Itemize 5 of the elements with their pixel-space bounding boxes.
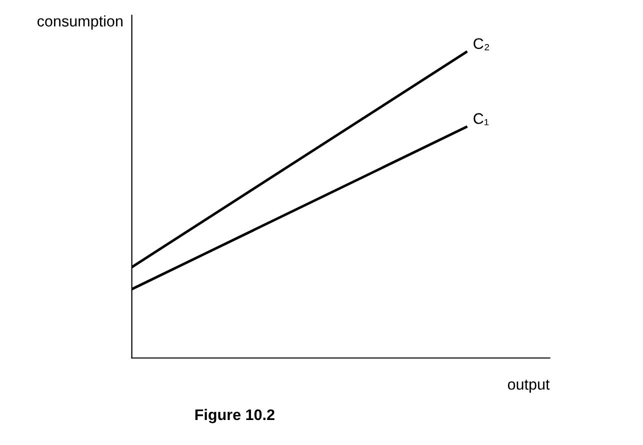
x-axis-title: output xyxy=(508,380,550,393)
series-label: C₂ xyxy=(474,38,490,50)
caption: Figure 10.2 xyxy=(195,408,274,424)
series-label: C₁ xyxy=(474,113,489,126)
y-axis-title: consumption xyxy=(37,15,122,30)
